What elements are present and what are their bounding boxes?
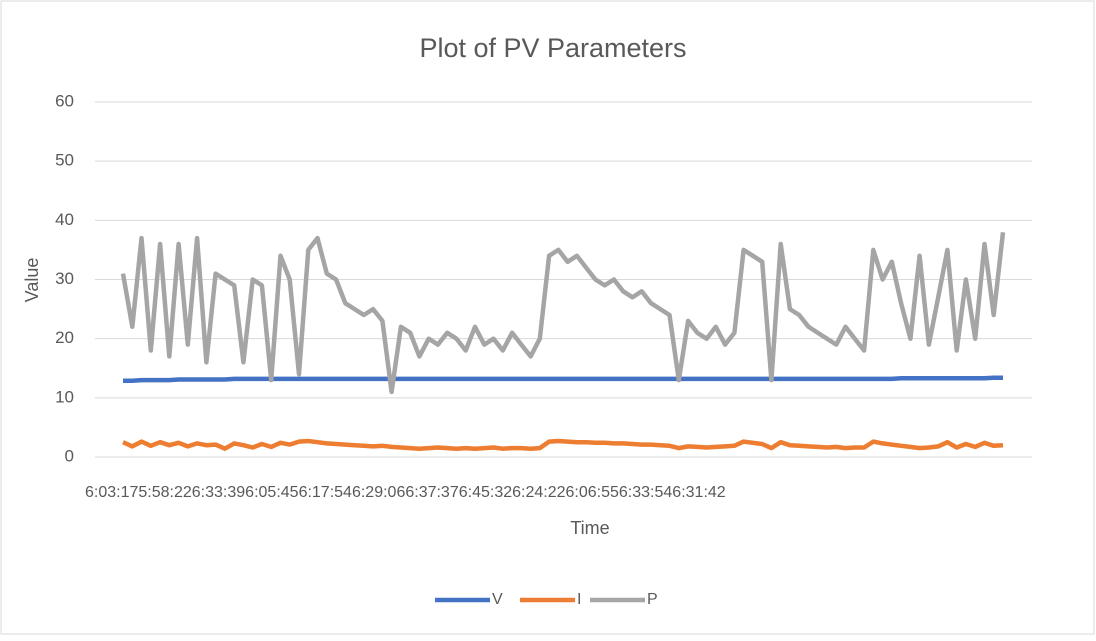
x-tick-label: 6:29:06 [352,484,405,501]
x-tick-label: 6:03:17 [85,484,138,501]
series-line [123,375,1003,383]
series-line [120,231,1006,395]
x-tick-label: 6:45:32 [459,484,512,501]
x-tick-label: 6:06:55 [566,484,619,501]
plot-area: 0 10 20 30 40 50 60 [55,91,1032,465]
x-tick-label: 6:05:45 [245,484,298,501]
y-tick-label: 50 [55,151,74,170]
y-tick-label: 0 [65,446,74,465]
x-tick-label: 6:37:37 [405,484,458,501]
legend-label: I [577,591,581,608]
x-axis-label: Time [570,518,609,538]
legend-label: V [492,591,503,608]
y-tick-label: 30 [55,269,74,288]
x-tick-label: 6:24:22 [512,484,565,501]
y-tick-label: 20 [55,328,74,347]
y-axis-label: Value [22,258,42,303]
series-line [122,438,1004,451]
x-tick-label: 6:31:42 [672,484,725,501]
chart-title: Plot of PV Parameters [419,33,686,63]
x-tick-label: 6:33:54 [619,484,672,501]
y-tick-label: 40 [55,210,74,229]
x-tick-label: 6:17:54 [299,484,352,501]
y-tick-label: 10 [55,387,74,406]
x-tick-labels: 6:03:175:58:226:33:396:05:456:17:546:29:… [85,484,726,501]
x-tick-label: 5:58:22 [138,484,191,501]
y-tick-label: 60 [55,91,74,110]
x-tick-label: 6:33:39 [192,484,245,501]
legend-label: P [647,591,658,608]
